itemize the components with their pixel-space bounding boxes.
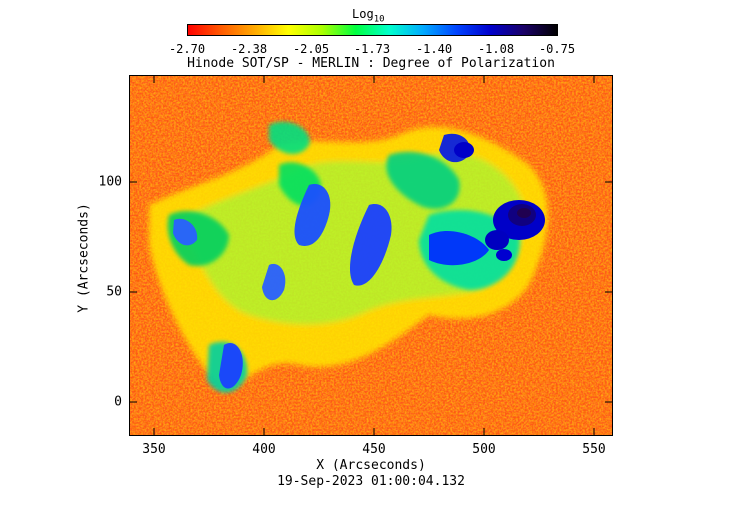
colorbar-tick-label: -2.38 [230,42,268,56]
plot-title: Hinode SOT/SP - MERLIN : Degree of Polar… [187,56,555,71]
sunspot [454,142,545,261]
polarization-map [129,75,613,436]
x-axis-label: X (Arcseconds) [316,458,426,473]
x-tick-label: 500 [472,442,496,457]
colorbar-tick-label: -2.05 [292,42,330,56]
x-tick-label: 350 [142,442,166,457]
plot-frame [129,75,613,436]
colorbar-tick-label: -1.40 [415,42,453,56]
colorbar-tick-label: -2.70 [168,42,206,56]
y-axis-label: Y (Arcseconds) [76,203,92,313]
colorbar-title: Log10 [352,7,385,25]
axis-ticks [129,75,613,436]
x-tick-label: 450 [362,442,386,457]
colorbar [187,24,558,36]
y-tick-label: 100 [98,174,122,190]
timestamp: 19-Sep-2023 01:00:04.132 [277,474,465,489]
x-tick-label: 550 [582,442,606,457]
colorbar-tick-label: -1.08 [477,42,515,56]
y-tick-label: 50 [106,284,122,300]
colorbar-tick-label: -0.75 [538,42,576,56]
colorbar-tick-label: -1.73 [353,42,391,56]
x-tick-label: 400 [252,442,276,457]
y-tick-label: 0 [114,394,122,410]
